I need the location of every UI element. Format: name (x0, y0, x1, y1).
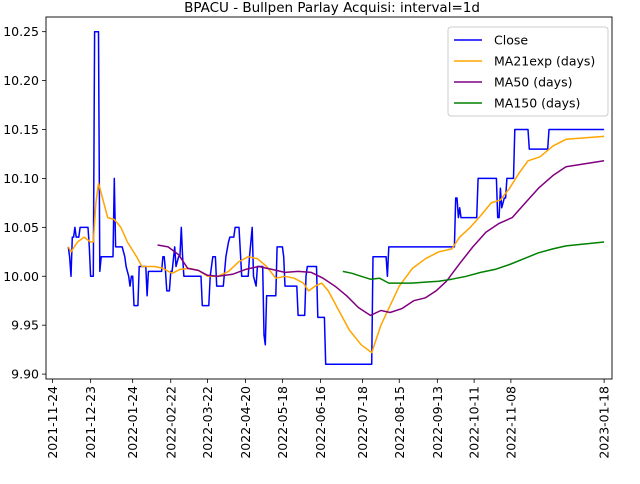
plot-frame (45, 16, 613, 380)
x-tick-label: 2022-01-24 (125, 386, 140, 459)
y-tick-label: 9.90 (11, 367, 39, 382)
x-tick-label: 2022-10-11 (467, 386, 482, 459)
legend-box (447, 26, 609, 117)
y-tick-label: 10.10 (3, 171, 39, 186)
series-line-3 (342, 241, 605, 284)
series-line-0 (67, 30, 605, 366)
legend-label: MA50 (days) (494, 75, 572, 90)
x-tick-label: 2022-04-20 (238, 386, 253, 459)
series-line-2 (157, 160, 605, 317)
y-tick-label: 10.20 (3, 73, 39, 88)
legend-label: Close (494, 33, 528, 48)
legend-label: MA150 (days) (494, 96, 580, 111)
axes: 9.90 9.95 10.00 10.05 10.10 10.15 10.20 10.25 20… (3, 24, 611, 458)
legend: Close MA21exp (days) MA50 (days) MA150 (day… (447, 26, 609, 117)
x-tick-label: 2022-03-22 (200, 386, 215, 459)
x-tick-label: 2022-02-22 (163, 386, 178, 459)
x-tick-label: 2022-08-15 (392, 386, 407, 459)
y-tick-label: 10.15 (3, 122, 39, 137)
y-tick-label: 9.95 (11, 318, 39, 333)
y-tick-label: 10.00 (3, 269, 39, 284)
chart-title: BPACU - Bullpen Parlay Acquisi: interval… (184, 0, 480, 16)
x-tick-label: 2021-11-24 (45, 386, 60, 459)
x-tick-label: 2022-11-08 (503, 386, 518, 459)
plot-area (67, 30, 605, 366)
x-tick-label: 2023-01-18 (597, 386, 612, 459)
x-tick-label: 2021-12-23 (83, 386, 98, 459)
series-line-1 (67, 135, 605, 354)
y-tick-label: 10.25 (3, 24, 39, 39)
y-tick-label: 10.05 (3, 220, 39, 235)
x-tick-label: 2022-06-16 (313, 386, 328, 459)
legend-label: MA21exp (days) (494, 54, 595, 69)
x-tick-label: 2022-05-18 (275, 386, 290, 459)
x-tick-label: 2022-07-18 (355, 386, 370, 459)
x-tick-label: 2022-09-13 (430, 386, 445, 459)
